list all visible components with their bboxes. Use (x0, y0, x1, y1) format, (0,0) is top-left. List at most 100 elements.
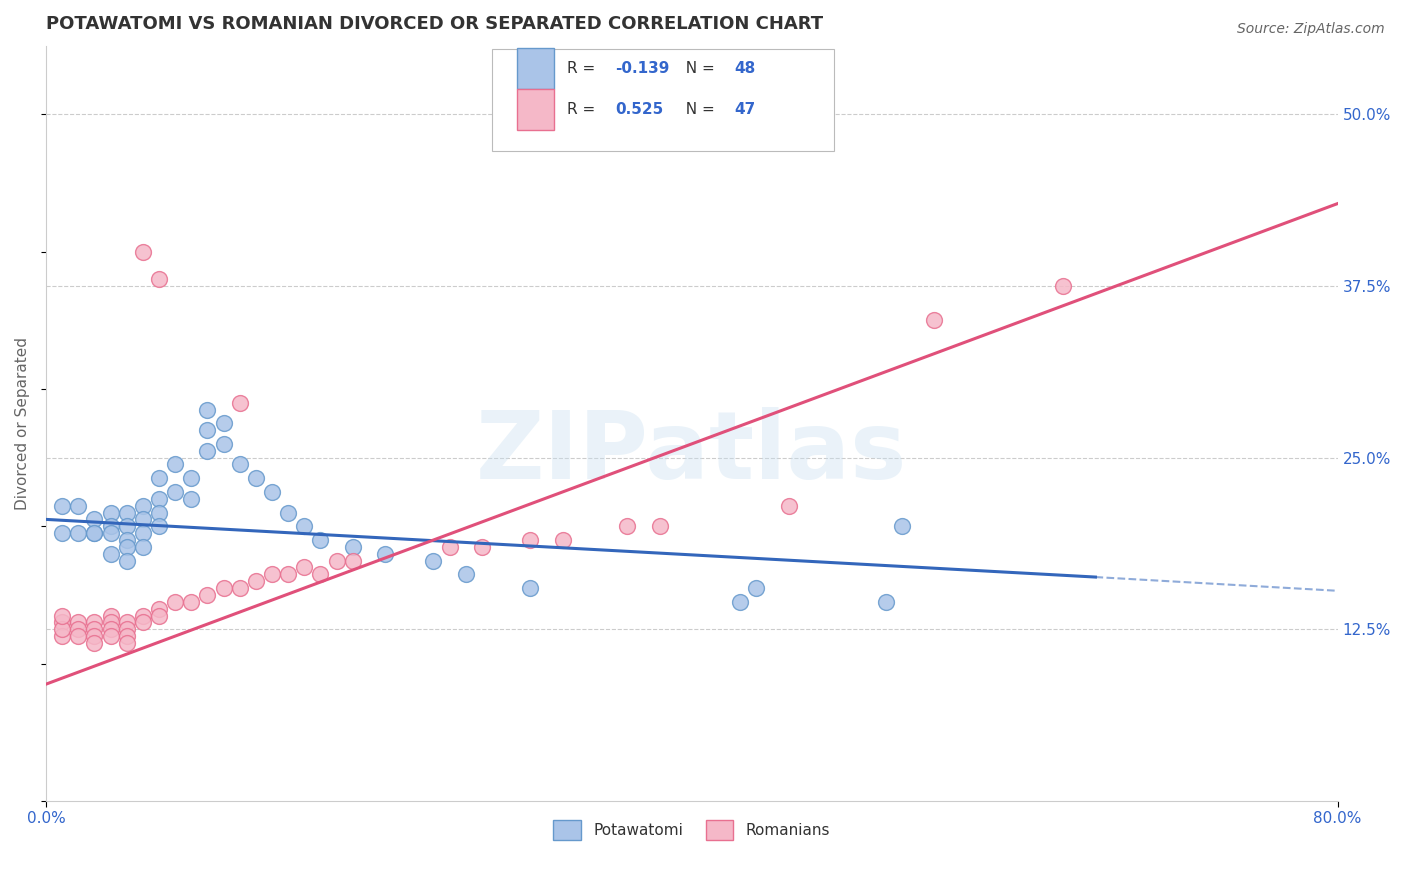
Text: 0.525: 0.525 (616, 102, 664, 117)
Text: N =: N = (676, 62, 720, 76)
Point (875, 595, 897, 609)
Point (115, 622, 138, 636)
FancyBboxPatch shape (517, 48, 554, 89)
Point (439, 540, 461, 554)
Point (83, 629, 105, 643)
Point (212, 437, 235, 451)
Point (148, 608, 170, 623)
Point (100, 506, 122, 520)
Point (245, 471, 267, 485)
Point (115, 533, 138, 547)
Point (115, 540, 138, 554)
Text: ZIPatlas: ZIPatlas (477, 408, 907, 500)
Point (228, 395, 250, 409)
Point (83, 526, 105, 541)
Text: R =: R = (567, 102, 599, 117)
Point (132, 499, 155, 513)
Point (100, 629, 122, 643)
Text: 48: 48 (734, 62, 755, 76)
Point (67, 615, 90, 630)
Text: R =: R = (567, 62, 599, 76)
Point (115, 553, 138, 567)
Point (148, 471, 170, 485)
Point (342, 553, 364, 567)
Point (180, 595, 202, 609)
Point (51, 615, 73, 630)
Point (132, 615, 155, 630)
Point (132, 244, 155, 259)
Point (100, 547, 122, 561)
Point (180, 471, 202, 485)
Point (115, 506, 138, 520)
Point (197, 402, 219, 417)
Point (551, 533, 574, 547)
Point (51, 526, 73, 541)
Point (132, 608, 155, 623)
Point (260, 484, 283, 499)
Point (148, 506, 170, 520)
Point (292, 519, 315, 533)
Point (165, 484, 187, 499)
Point (292, 560, 315, 574)
Point (309, 567, 332, 582)
Point (132, 526, 155, 541)
Point (180, 491, 202, 506)
Point (325, 553, 347, 567)
Point (260, 567, 283, 582)
Point (519, 581, 541, 595)
Point (115, 615, 138, 630)
Point (83, 622, 105, 636)
Point (197, 423, 219, 437)
Point (67, 499, 90, 513)
Point (100, 615, 122, 630)
Point (148, 272, 170, 286)
Point (454, 567, 477, 582)
Point (228, 581, 250, 595)
Point (277, 506, 299, 520)
Point (67, 526, 90, 541)
Point (745, 581, 768, 595)
Y-axis label: Divorced or Separated: Divorced or Separated (15, 337, 30, 509)
Point (648, 519, 671, 533)
Legend: Potawatomi, Romanians: Potawatomi, Romanians (547, 814, 837, 847)
Point (148, 519, 170, 533)
Point (165, 595, 187, 609)
Point (115, 629, 138, 643)
Point (67, 622, 90, 636)
Point (51, 608, 73, 623)
Point (51, 622, 73, 636)
Point (212, 581, 235, 595)
Point (83, 526, 105, 541)
Text: 47: 47 (734, 102, 755, 117)
Point (778, 499, 800, 513)
Point (148, 491, 170, 506)
FancyBboxPatch shape (517, 88, 554, 130)
Point (83, 512, 105, 526)
Point (890, 519, 912, 533)
Point (342, 540, 364, 554)
Point (100, 526, 122, 541)
Point (1052, 279, 1074, 293)
Point (51, 499, 73, 513)
Point (922, 313, 945, 327)
FancyBboxPatch shape (492, 49, 834, 152)
Point (616, 519, 638, 533)
Point (115, 636, 138, 650)
Point (67, 629, 90, 643)
Point (83, 636, 105, 650)
Point (197, 443, 219, 458)
Point (132, 540, 155, 554)
Point (277, 567, 299, 582)
Point (228, 458, 250, 472)
Point (51, 629, 73, 643)
Point (728, 595, 751, 609)
Text: -0.139: -0.139 (616, 62, 671, 76)
Point (309, 533, 332, 547)
Point (422, 553, 444, 567)
Point (132, 512, 155, 526)
Point (83, 615, 105, 630)
Point (197, 588, 219, 602)
Point (471, 540, 494, 554)
Point (245, 574, 267, 589)
Point (374, 547, 396, 561)
